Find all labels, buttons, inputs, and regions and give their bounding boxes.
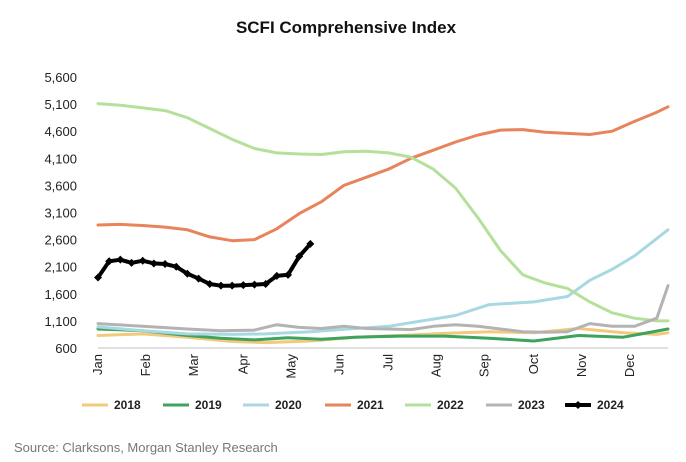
data-point-2024 xyxy=(261,280,270,289)
series-line-2019 xyxy=(96,327,670,343)
y-tick-label: 3,100 xyxy=(44,206,77,221)
x-tick-label: Jan xyxy=(90,354,105,375)
data-point-2024 xyxy=(295,252,304,261)
x-axis: Jan Feb Mar Apr May Jun Jul Aug Sep Oct Nov Dec xyxy=(90,347,668,379)
y-tick-label: 5,600 xyxy=(44,70,77,85)
data-point-2024 xyxy=(127,258,136,267)
series-line-2022 xyxy=(96,102,670,323)
series-line-2023 xyxy=(96,284,670,334)
x-tick-label: May xyxy=(283,354,298,379)
series-line-2020 xyxy=(96,228,670,336)
data-point-2024 xyxy=(94,273,102,282)
data-point-2024 xyxy=(116,255,125,264)
data-point-2024 xyxy=(284,270,292,279)
legend: 2018 2019 2020 2021 2022 2023 2024 xyxy=(82,398,624,412)
x-tick-label: Sep xyxy=(477,354,492,377)
series-line-2021 xyxy=(96,105,670,243)
data-point-2024 xyxy=(183,269,192,278)
x-tick-label: Aug xyxy=(429,354,444,377)
legend-label-2021: 2021 xyxy=(357,398,384,412)
chart-title: SCFI Comprehensive Index xyxy=(236,18,457,37)
data-point-2024 xyxy=(239,281,248,290)
legend-label-2019: 2019 xyxy=(195,398,222,412)
source-note: Source: Clarksons, Morgan Stanley Resear… xyxy=(14,440,278,455)
data-point-2024 xyxy=(306,239,315,248)
y-tick-label: 600 xyxy=(55,341,77,356)
data-point-2024 xyxy=(272,271,281,280)
legend-label-2022: 2022 xyxy=(437,398,464,412)
data-point-2024 xyxy=(205,280,214,289)
y-tick-label: 2,100 xyxy=(44,260,77,275)
data-point-2024 xyxy=(105,257,114,266)
y-tick-label: 4,100 xyxy=(44,151,77,166)
x-tick-label: Apr xyxy=(235,353,250,374)
data-point-2024 xyxy=(138,256,147,265)
x-tick-label: Jul xyxy=(381,354,396,371)
x-tick-label: Mar xyxy=(186,353,201,376)
legend-label-2020: 2020 xyxy=(275,398,302,412)
x-tick-label: Jun xyxy=(331,354,346,375)
legend-marker-2024 xyxy=(574,401,582,409)
legend-label-2018: 2018 xyxy=(114,398,141,412)
data-point-2024 xyxy=(149,259,158,268)
data-point-2024 xyxy=(228,281,237,290)
legend-label-2024: 2024 xyxy=(597,398,624,412)
data-point-2024 xyxy=(161,259,170,268)
data-point-2024 xyxy=(172,262,181,271)
y-axis: 600 1,100 1,600 2,100 2,600 3,100 3,600 4,100 4,… xyxy=(44,70,77,356)
y-tick-label: 1,600 xyxy=(44,287,77,302)
x-tick-label: Oct xyxy=(526,354,541,375)
x-tick-label: Feb xyxy=(138,354,153,376)
y-tick-label: 1,100 xyxy=(44,314,77,329)
data-point-2024 xyxy=(194,274,203,283)
data-point-2024 xyxy=(250,280,259,289)
y-tick-label: 2,600 xyxy=(44,233,77,248)
y-tick-label: 3,600 xyxy=(44,178,77,193)
y-tick-label: 4,600 xyxy=(44,124,77,139)
y-tick-label: 5,100 xyxy=(44,97,77,112)
x-tick-label: Dec xyxy=(622,354,637,378)
x-tick-label: Nov xyxy=(574,354,589,378)
data-point-2024 xyxy=(216,281,225,290)
plot-area xyxy=(94,102,670,345)
legend-label-2023: 2023 xyxy=(518,398,545,412)
